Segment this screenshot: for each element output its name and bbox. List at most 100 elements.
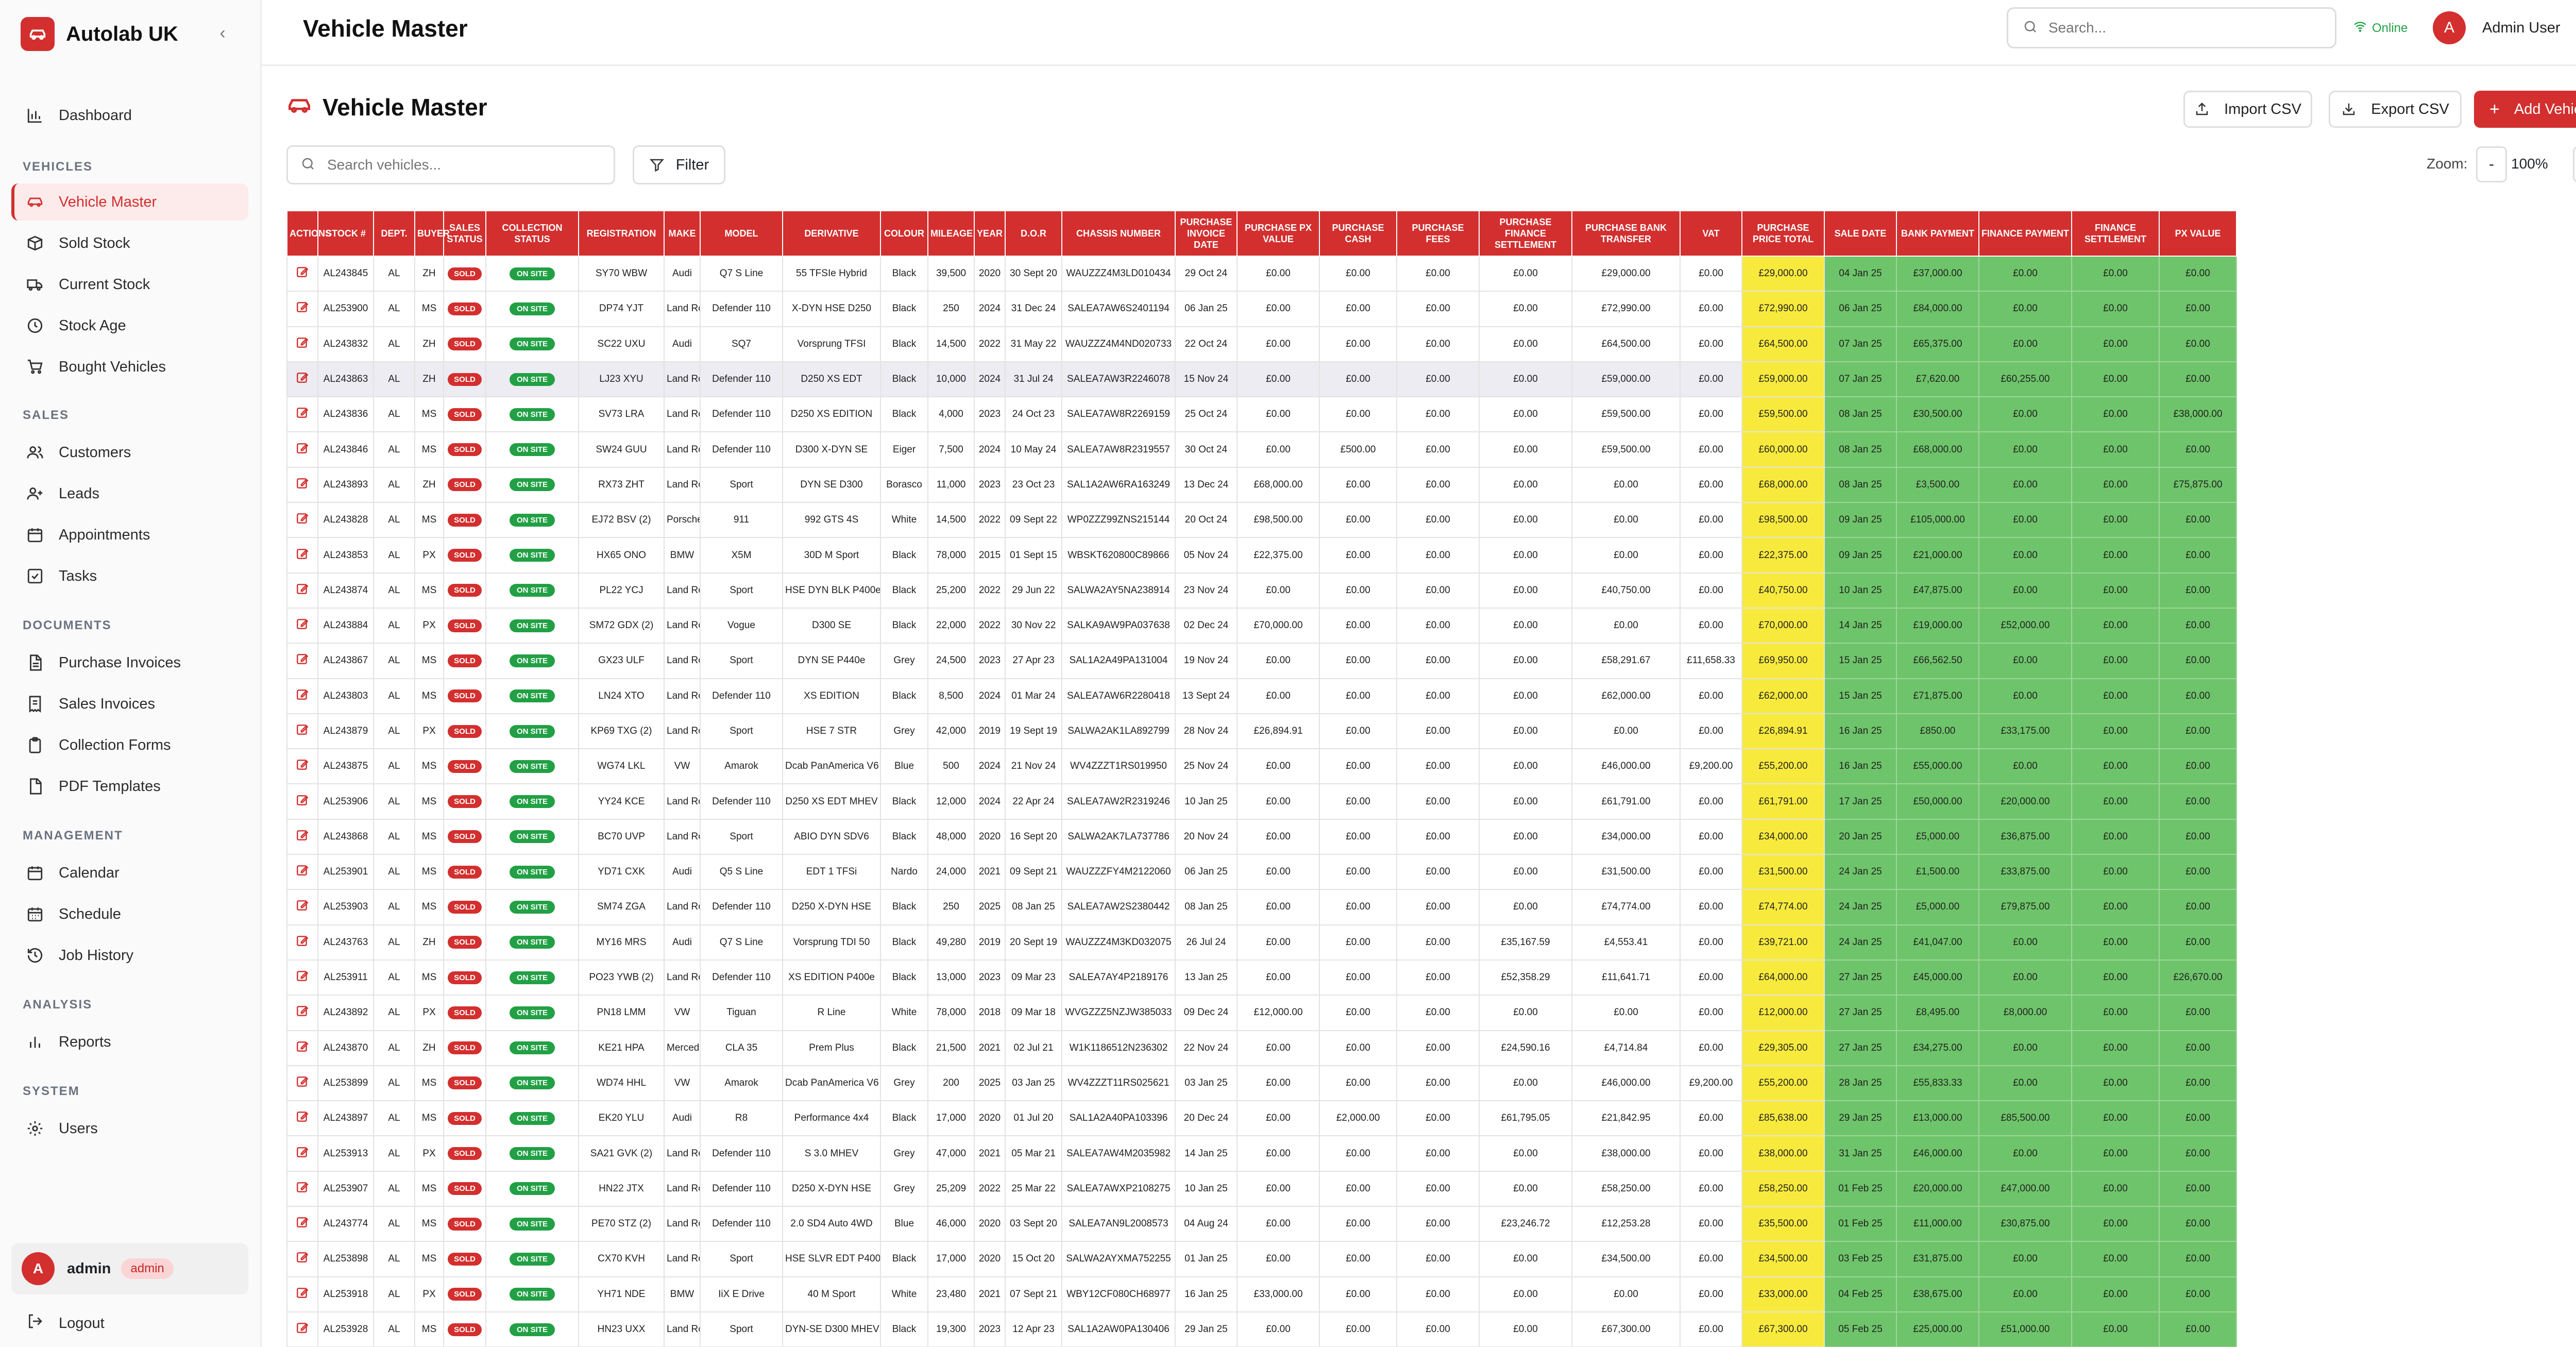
column-header[interactable]: COLLECTION STATUS xyxy=(485,210,579,257)
sidebar-item-collection-forms[interactable]: Collection Forms xyxy=(11,727,248,764)
column-header[interactable]: STOCK # xyxy=(317,210,374,257)
column-header[interactable]: VAT xyxy=(1680,210,1742,257)
global-search[interactable] xyxy=(2007,7,2336,48)
user-menu[interactable]: Admin User xyxy=(2482,20,2561,36)
zoom-in-button[interactable]: + xyxy=(2573,146,2576,182)
sidebar-item-pdf-templates[interactable]: PDF Templates xyxy=(11,768,248,805)
column-header[interactable]: PURCHASE FEES xyxy=(1396,210,1480,257)
edit-icon[interactable] xyxy=(296,1146,309,1159)
edit-icon[interactable] xyxy=(296,864,309,877)
sidebar-item-sales-invoices[interactable]: Sales Invoices xyxy=(11,685,248,722)
edit-icon[interactable] xyxy=(296,1110,309,1123)
column-header[interactable]: PURCHASE INVOICE DATE xyxy=(1175,210,1238,257)
vehicle-table-container[interactable]: ACTIONS STOCK # DEPT. BUYER SALES STATUS COLL… xyxy=(286,210,2576,1347)
edit-icon[interactable] xyxy=(296,442,309,455)
edit-icon[interactable] xyxy=(296,406,309,419)
edit-icon[interactable] xyxy=(296,723,309,736)
sidebar-item-stock-age[interactable]: Stock Age xyxy=(11,307,248,344)
sidebar-item-customers[interactable]: Customers xyxy=(11,434,248,471)
sidebar-item-vehicle-master[interactable]: Vehicle Master xyxy=(11,183,248,221)
edit-icon[interactable] xyxy=(296,1075,309,1088)
edit-icon[interactable] xyxy=(296,934,309,948)
table-row[interactable]: AL243884 AL PX SOLD ON SITE SM72 GDX (2) Land … xyxy=(286,607,2237,644)
column-header[interactable]: BANK PAYMENT xyxy=(1896,210,1979,257)
edit-icon[interactable] xyxy=(296,688,309,701)
vehicle-search-input[interactable] xyxy=(327,157,605,173)
sidebar-item-reports[interactable]: Reports xyxy=(11,1023,248,1060)
table-row[interactable]: AL243845 AL ZH SOLD ON SITE SY70 WBW Audi Q7 S … xyxy=(286,255,2237,292)
brand[interactable]: Autolab UK xyxy=(21,17,178,51)
edit-icon[interactable] xyxy=(296,1251,309,1264)
column-header[interactable]: PURCHASE PX VALUE xyxy=(1236,210,1320,257)
table-row[interactable]: AL253901 AL MS SOLD ON SITE YD71 CXK Audi Q5 S … xyxy=(286,854,2237,890)
edit-icon[interactable] xyxy=(296,336,309,349)
table-row[interactable]: AL243853 AL PX SOLD ON SITE HX65 ONO BMW X5M 30D… xyxy=(286,537,2237,574)
table-row[interactable]: AL243879 AL PX SOLD ON SITE KP69 TXG (2) Land … xyxy=(286,713,2237,750)
edit-icon[interactable] xyxy=(296,794,309,807)
table-row[interactable]: AL253911 AL MS SOLD ON SITE PO23 YWB (2) Land … xyxy=(286,959,2237,996)
edit-icon[interactable] xyxy=(296,1286,309,1300)
edit-icon[interactable] xyxy=(296,1004,309,1018)
sidebar-item-sold-stock[interactable]: Sold Stock xyxy=(11,225,248,262)
edit-icon[interactable] xyxy=(296,829,309,842)
edit-icon[interactable] xyxy=(296,300,309,314)
edit-icon[interactable] xyxy=(296,265,309,279)
column-header[interactable]: MAKE xyxy=(664,210,701,257)
collapse-sidebar-chevron-left-icon[interactable]: ‹ xyxy=(219,23,226,43)
sidebar-item-dashboard[interactable]: Dashboard xyxy=(11,97,248,134)
edit-icon[interactable] xyxy=(296,582,309,596)
column-header[interactable]: FINANCE PAYMENT xyxy=(1978,210,2072,257)
sidebar-item-job-history[interactable]: Job History xyxy=(11,937,248,974)
sidebar-item-tasks[interactable]: Tasks xyxy=(11,558,248,595)
column-header[interactable]: ACTIONS xyxy=(286,210,331,257)
add-vehicle-button[interactable]: + Add Vehicle xyxy=(2474,91,2576,128)
import-csv-button[interactable]: Import CSV xyxy=(2183,91,2312,128)
sidebar-item-users[interactable]: Users xyxy=(11,1110,248,1147)
column-header[interactable]: PURCHASE PRICE TOTAL xyxy=(1741,210,1825,257)
table-row[interactable]: AL243828 AL MS SOLD ON SITE EJ72 BSV (2) Porsc… xyxy=(286,502,2237,538)
column-header[interactable]: PURCHASE CASH xyxy=(1319,210,1397,257)
column-header[interactable]: MODEL xyxy=(700,210,783,257)
sidebar-item-leads[interactable]: Leads xyxy=(11,475,248,512)
table-row[interactable]: AL253899 AL MS SOLD ON SITE WD74 HHL VW Amarok D… xyxy=(286,1065,2237,1102)
column-header[interactable]: PURCHASE FINANCE SETTLEMENT xyxy=(1479,210,1572,257)
current-user-card[interactable]: A admin admin xyxy=(11,1243,248,1294)
column-header[interactable]: FINANCE SETTLEMENT xyxy=(2071,210,2160,257)
column-header[interactable]: BUYER xyxy=(414,210,450,257)
table-row[interactable]: AL243763 AL ZH SOLD ON SITE MY16 MRS Audi Q7 S … xyxy=(286,924,2237,961)
table-row[interactable]: AL253913 AL PX SOLD ON SITE SA21 GVK (2) Land … xyxy=(286,1135,2237,1172)
table-row[interactable]: AL243897 AL MS SOLD ON SITE EK20 YLU Audi R8 Per… xyxy=(286,1100,2237,1137)
column-header[interactable]: PURCHASE BANK TRANSFER xyxy=(1571,210,1681,257)
global-search-input[interactable] xyxy=(2048,20,2316,36)
column-header[interactable]: MILEAGE xyxy=(927,210,975,257)
column-header[interactable]: D.O.R xyxy=(1005,210,1062,257)
table-row[interactable]: AL243774 AL MS SOLD ON SITE PE70 STZ (2) Land … xyxy=(286,1206,2237,1242)
edit-icon[interactable] xyxy=(296,1181,309,1194)
vehicle-search[interactable] xyxy=(286,145,615,184)
filter-button[interactable]: Filter xyxy=(633,145,725,184)
edit-icon[interactable] xyxy=(296,969,309,983)
edit-icon[interactable] xyxy=(296,1321,309,1335)
column-header[interactable]: DEPT. xyxy=(373,210,415,257)
logout-button[interactable]: Logout xyxy=(27,1313,105,1334)
edit-icon[interactable] xyxy=(296,512,309,525)
sidebar-item-schedule[interactable]: Schedule xyxy=(11,896,248,933)
table-row[interactable]: AL243875 AL MS SOLD ON SITE WG74 LKL VW Amarok D… xyxy=(286,748,2237,785)
column-header[interactable]: CHASSIS NUMBER xyxy=(1061,210,1176,257)
edit-icon[interactable] xyxy=(296,371,309,384)
sidebar-item-purchase-invoices[interactable]: Purchase Invoices xyxy=(11,644,248,681)
zoom-out-button[interactable]: - xyxy=(2476,146,2507,182)
table-row[interactable]: AL243832 AL ZH SOLD ON SITE SC22 UXU Audi SQ7 Vo… xyxy=(286,326,2237,362)
